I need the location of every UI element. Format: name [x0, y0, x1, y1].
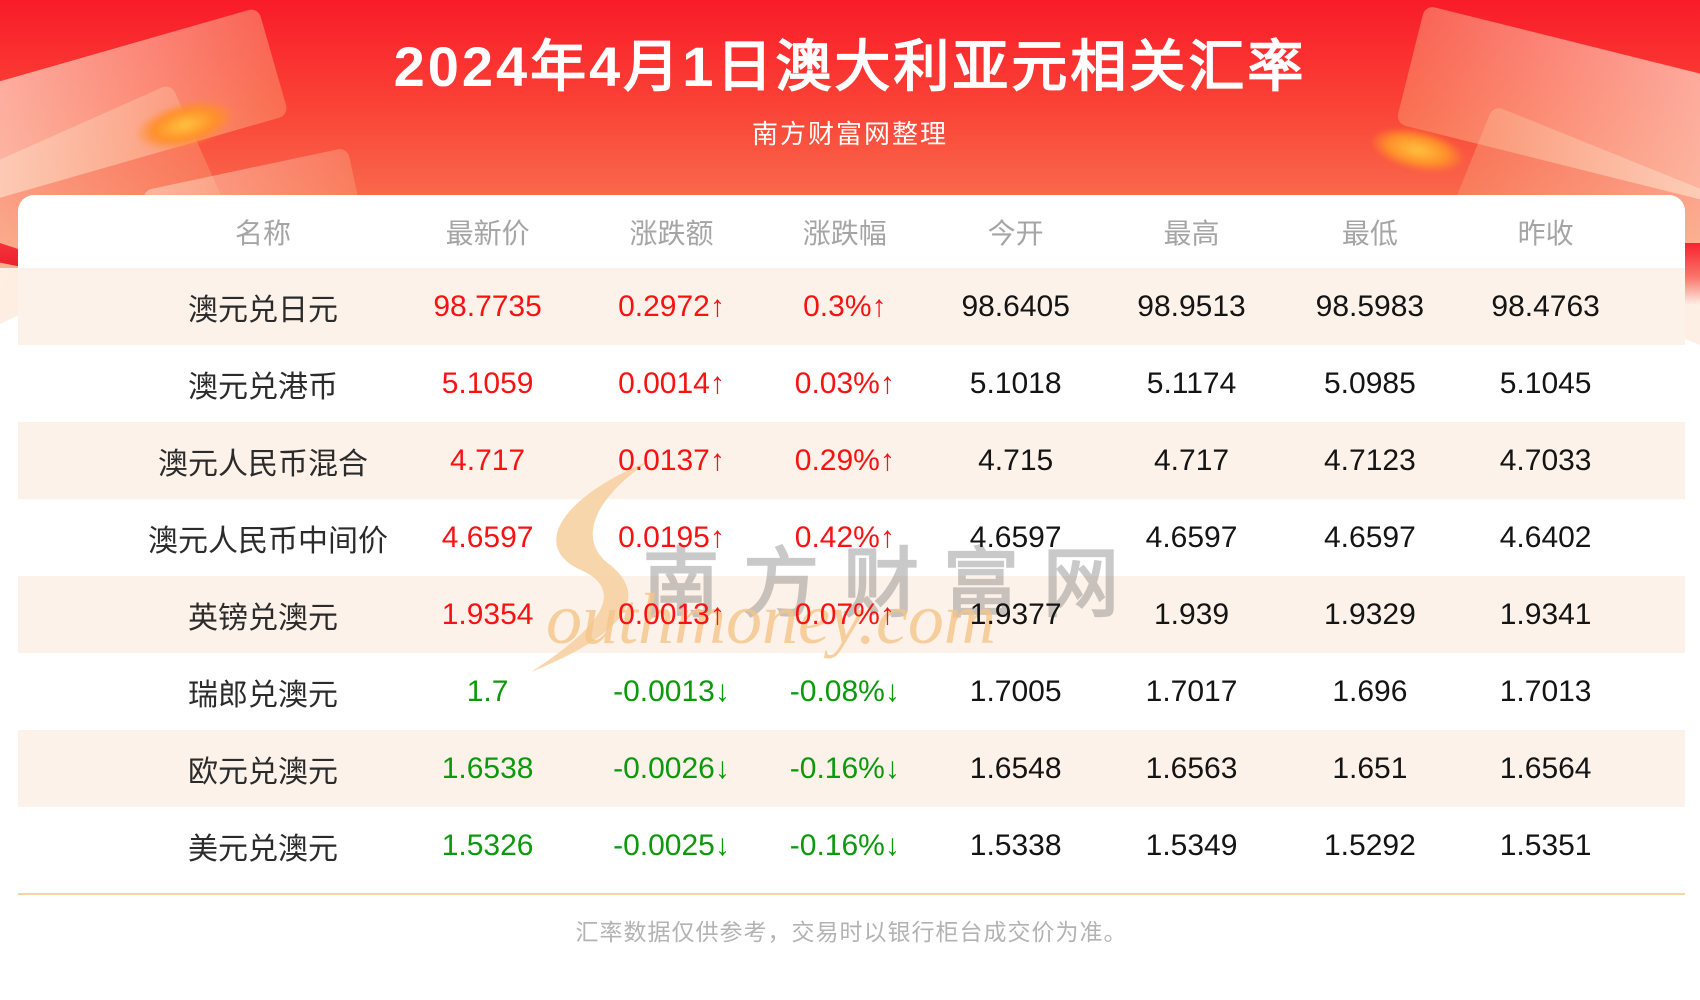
table-row: 澳元兑港币 5.1059 0.0014↑ 0.03%↑ 5.1018 5.1174 5.09… [18, 345, 1685, 422]
cell-high: 1.6563 [1145, 751, 1238, 785]
table-header-row: 名称 最新价 涨跌额 涨跌幅 今开 最高 最低 昨收 [18, 195, 1685, 268]
cell-latest: 1.9354 [441, 597, 534, 631]
cell-change: 0.0195↑ [618, 520, 725, 554]
cell-latest: 1.5326 [441, 828, 534, 862]
cell-change_pct: -0.16%↓ [789, 828, 900, 862]
cell-latest: 5.1059 [441, 366, 534, 400]
cell-name: 美元兑澳元 [188, 832, 339, 866]
cell-change: -0.0025↓ [613, 828, 730, 862]
cell-high: 98.9513 [1137, 289, 1246, 323]
rates-table: 名称 最新价 涨跌额 涨跌幅 今开 最高 最低 昨收 澳元兑日元 98.7735 0… [18, 195, 1685, 884]
page-subtitle: 南方财富网整理 [751, 119, 948, 149]
cell-latest: 4.717 [450, 443, 526, 477]
cell-open: 1.6548 [969, 751, 1062, 785]
cell-change: -0.0026↓ [613, 751, 730, 785]
cell-open: 98.6405 [961, 289, 1070, 323]
cell-open: 5.1018 [969, 366, 1062, 400]
table-row: 英镑兑澳元 1.9354 0.0013↑ 0.07%↑ 1.9377 1.939 1.932… [18, 576, 1685, 653]
page-title: 2024年4月1日澳大利亚元相关汇率 [393, 35, 1307, 98]
decor-red-ribbon-left [0, 243, 22, 267]
cell-low: 1.696 [1332, 674, 1408, 708]
cell-change: -0.0013↓ [613, 674, 730, 708]
cell-open: 4.6597 [969, 520, 1062, 554]
cell-low: 98.5983 [1315, 289, 1425, 323]
cell-name: 欧元兑澳元 [188, 755, 339, 789]
cell-low: 4.6597 [1324, 520, 1416, 554]
cell-change: 0.0014↑ [618, 366, 725, 400]
cell-high: 4.717 [1153, 443, 1230, 477]
col-header-low: 最低 [1341, 217, 1398, 249]
col-header-open: 今开 [987, 217, 1044, 249]
cell-low: 4.7123 [1324, 443, 1416, 477]
table-row: 澳元兑日元 98.7735 0.2972↑ 0.3%↑ 98.6405 98.9513 98… [18, 268, 1685, 345]
cell-change_pct: 0.07%↑ [794, 597, 895, 631]
row-stripes-background [18, 268, 1685, 884]
table-row: 瑞郎兑澳元 1.7 -0.0013↓ -0.08%↓ 1.7005 1.7017 1.696… [18, 653, 1685, 730]
cell-name: 瑞郎兑澳元 [188, 678, 339, 712]
table-row: 澳元人民币中间价 4.6597 0.0195↑ 0.42%↑ 4.6597 4.6597 4… [18, 499, 1685, 576]
cell-high: 4.6597 [1145, 520, 1238, 554]
cell-open: 1.9377 [969, 597, 1062, 631]
cell-name: 澳元人民币混合 [158, 447, 369, 481]
cell-prev_close: 4.7033 [1499, 443, 1592, 477]
col-header-change: 涨跌额 [629, 217, 714, 249]
cell-change_pct: 0.03%↑ [794, 366, 895, 400]
cell-open: 4.715 [978, 443, 1054, 477]
footer-divider [18, 893, 1685, 895]
cell-high: 5.1174 [1146, 366, 1237, 400]
col-header-high: 最高 [1163, 217, 1220, 249]
cell-high: 1.939 [1153, 597, 1230, 631]
cell-change: 0.0137↑ [618, 443, 725, 477]
table-row: 美元兑澳元 1.5326 -0.0025↓ -0.16%↓ 1.5338 1.5349 1.… [18, 807, 1685, 884]
cell-prev_close: 5.1045 [1499, 366, 1592, 400]
cell-change_pct: -0.16%↓ [789, 751, 900, 785]
footer-disclaimer: 汇率数据仅供参考，交易时以银行柜台成交价为准。 [575, 919, 1128, 945]
cell-name: 澳元人民币中间价 [148, 524, 388, 558]
cell-name: 澳元兑日元 [188, 293, 339, 327]
cell-low: 1.5292 [1324, 828, 1416, 862]
cell-change: 0.2972↑ [618, 289, 725, 323]
cell-latest: 4.6597 [441, 520, 534, 554]
cell-latest: 1.6538 [441, 751, 534, 785]
cell-open: 1.7005 [969, 674, 1062, 708]
col-header-name: 名称 [235, 217, 292, 249]
cell-high: 1.7017 [1145, 674, 1238, 708]
col-header-latest: 最新价 [445, 217, 530, 249]
cell-prev_close: 98.4763 [1491, 289, 1600, 323]
cell-change_pct: 0.3%↑ [803, 289, 887, 323]
cell-change_pct: 0.42%↑ [794, 520, 895, 554]
cell-prev_close: 1.5351 [1499, 828, 1592, 862]
cell-prev_close: 1.9341 [1499, 597, 1592, 631]
cell-prev_close: 1.7013 [1499, 674, 1592, 708]
cell-low: 1.9329 [1324, 597, 1416, 631]
cell-low: 1.651 [1332, 751, 1408, 785]
cell-prev_close: 1.6564 [1499, 751, 1592, 785]
cell-latest: 98.7735 [433, 289, 542, 323]
cell-change: 0.0013↑ [618, 597, 725, 631]
cell-name: 澳元兑港币 [188, 370, 339, 404]
cell-open: 1.5338 [969, 828, 1062, 862]
cell-change_pct: 0.29%↑ [794, 443, 895, 477]
table-row: 欧元兑澳元 1.6538 -0.0026↓ -0.16%↓ 1.6548 1.6563 1.… [18, 730, 1685, 807]
cell-low: 5.0985 [1324, 366, 1416, 400]
cell-latest: 1.7 [466, 674, 509, 708]
cell-high: 1.5349 [1145, 828, 1238, 862]
table-row: 澳元人民币混合 4.717 0.0137↑ 0.29%↑ 4.715 4.717 4.712… [18, 422, 1685, 499]
decor-red-ribbon-right [1684, 243, 1700, 305]
col-header-change-pct: 涨跌幅 [802, 217, 887, 249]
col-header-prev-close: 昨收 [1517, 217, 1574, 249]
rates-table-body: 澳元兑日元 98.7735 0.2972↑ 0.3%↑ 98.6405 98.9513 98… [18, 268, 1685, 884]
cell-change_pct: -0.08%↓ [789, 674, 900, 708]
rates-card: 南方财富网 outhmoney.com 名称 最新价 涨跌额 涨跌幅 今开 最高… [18, 195, 1685, 1000]
cell-prev_close: 4.6402 [1499, 520, 1592, 554]
cell-name: 英镑兑澳元 [188, 601, 339, 635]
